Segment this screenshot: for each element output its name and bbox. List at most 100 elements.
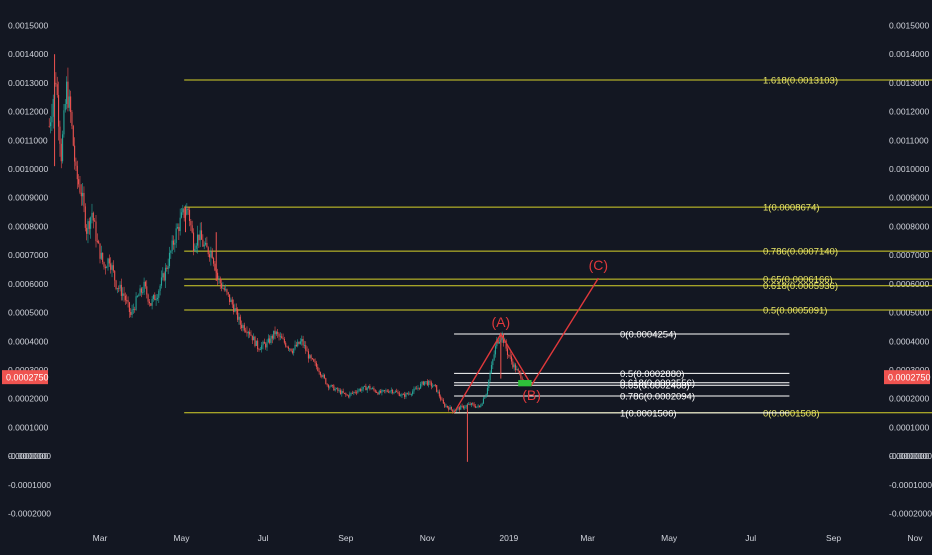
y-tick-label-right[interactable]: 0.0014000 [889, 49, 929, 59]
y-tick-label-right[interactable]: -0.0001000 [889, 480, 932, 490]
candle-body [159, 285, 161, 291]
y-tick-label-left: 0.0009000 [8, 193, 48, 203]
x-tick-label[interactable]: Mar [580, 533, 595, 543]
candle-body [196, 234, 199, 246]
wave-label[interactable]: (B) [522, 387, 541, 403]
candle-body [118, 288, 120, 289]
candle-body [404, 394, 406, 397]
candle-body [509, 355, 511, 357]
x-tick-label[interactable]: Sep [826, 533, 841, 543]
candle-body [327, 384, 330, 388]
x-tick-label[interactable]: Nov [907, 533, 923, 543]
y-tick-label-right[interactable]: 0.0001000 [889, 422, 929, 432]
target-zone[interactable] [518, 380, 532, 387]
candle-body [199, 230, 201, 241]
candle-body [493, 354, 495, 360]
candle-body [338, 390, 340, 392]
y-tick-label-left: -0.0000000 [8, 451, 51, 461]
y-tick-label-right[interactable]: 0.0004000 [889, 336, 929, 346]
right-price-axis[interactable]: 0.0015000 0.0014000 0.0013000 0.0012000 0.00… [889, 21, 932, 519]
candle-body [421, 381, 423, 384]
y-tick-label-right[interactable]: 0.0005000 [889, 308, 929, 318]
candle-body [188, 209, 191, 222]
y-tick-label-right[interactable]: 0.0002000 [889, 394, 929, 404]
candle-body [58, 95, 60, 127]
fib-retracement-small[interactable]: 0(0.0004254) 0.5(0.0002880)0.618(0.000255… [454, 329, 790, 419]
candle-body [298, 341, 300, 344]
candle-body [460, 405, 462, 410]
y-tick-label-right[interactable]: 0.0009000 [889, 193, 929, 203]
x-tick-label[interactable]: Nov [420, 533, 436, 543]
candle-body [512, 361, 514, 368]
x-tick-label[interactable]: Sep [338, 533, 353, 543]
candle-body [506, 348, 509, 355]
candle-body [96, 241, 98, 242]
candle-body [330, 384, 332, 387]
y-tick-label-left: 0.0004000 [8, 336, 48, 346]
candle-body [75, 161, 77, 166]
candle-body [477, 405, 479, 407]
candle-body [148, 301, 150, 304]
candle-body [430, 382, 432, 387]
candle-body [158, 290, 160, 298]
candle-body [361, 389, 363, 391]
candle-body [275, 331, 277, 335]
x-tick-label[interactable]: 2019 [499, 533, 518, 543]
candle-body [218, 278, 220, 280]
candle-body [163, 273, 165, 281]
candle-body [241, 324, 243, 329]
wave-label[interactable]: (A) [491, 314, 510, 330]
x-tick-label[interactable]: Jul [745, 533, 756, 543]
time-axis[interactable]: Mar May Jul Sep Nov 2019 Mar May Jul Sep Nov [93, 533, 924, 543]
candle-body [513, 364, 515, 368]
candle-body [230, 299, 232, 303]
x-tick-label[interactable]: Jul [258, 533, 269, 543]
wave-label[interactable]: (C) [589, 257, 608, 273]
abc-wave-pattern[interactable]: (A) (B) (C) [453, 257, 608, 414]
fib-retracement-label: 0(0.0004254) [620, 329, 677, 340]
fib-level-label: 0.786(0.0007140) [763, 247, 838, 258]
candle-body [376, 391, 378, 393]
candle-body [179, 217, 181, 232]
y-tick-label-right[interactable]: 0.0006000 [889, 279, 929, 289]
x-tick-label[interactable]: Mar [93, 533, 108, 543]
candle-body [79, 184, 81, 193]
candle-body [457, 407, 459, 409]
candle-body [132, 309, 134, 310]
y-tick-label-right[interactable]: 0.0015000 [889, 21, 929, 31]
y-tick-label-right[interactable]: -0.0002000 [889, 509, 932, 519]
wave-path-line[interactable] [453, 277, 599, 414]
y-tick-label-right[interactable]: 0.0007000 [889, 250, 929, 260]
candle-body [144, 281, 146, 287]
candle-body [393, 392, 395, 394]
candle-body [450, 406, 452, 410]
y-tick-label-right[interactable]: 0.0010000 [889, 164, 929, 174]
y-tick-label-right[interactable]: 0.0013000 [889, 78, 929, 88]
y-tick-label-right[interactable]: 0.0008000 [889, 221, 929, 231]
candle-body [496, 339, 498, 347]
y-tick-label-right[interactable]: 0.0000000 [889, 451, 929, 461]
candle-body [422, 381, 424, 385]
y-tick-label-right[interactable]: -0.0000000 [889, 451, 932, 461]
candle-body [357, 390, 359, 393]
candle-body [412, 391, 414, 395]
y-tick-label-left: 0.0015000 [8, 21, 48, 31]
candle-body [135, 296, 137, 310]
price-series [48, 54, 525, 462]
candle-body [339, 390, 342, 395]
y-tick-label-right[interactable]: 0.0011000 [889, 135, 929, 145]
y-tick-label-right[interactable]: 0.0012000 [889, 107, 929, 117]
candle-body [358, 389, 360, 391]
candle-body [124, 295, 126, 301]
candle-body [257, 340, 259, 350]
candle-body [478, 405, 480, 407]
candle-body [317, 366, 319, 371]
candle-body [209, 254, 211, 258]
candle-body [204, 242, 207, 245]
x-tick-label[interactable]: May [661, 533, 678, 543]
candle-body [164, 267, 167, 281]
y-tick-label-right[interactable]: 0.0003000 [889, 365, 929, 375]
fib-extension-large[interactable]: 1.618(0.0013103) 1(0.0008674) 0.786(0.0007… [184, 75, 932, 419]
x-tick-label[interactable]: May [173, 533, 190, 543]
candle-body [285, 342, 287, 347]
